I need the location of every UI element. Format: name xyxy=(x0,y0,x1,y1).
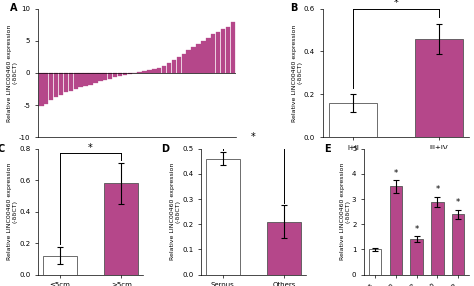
Y-axis label: Relative LINC00460 expression
(-δδCT): Relative LINC00460 expression (-δδCT) xyxy=(7,163,18,260)
Bar xyxy=(226,27,230,73)
Text: *: * xyxy=(394,169,398,178)
Bar xyxy=(83,73,88,86)
Bar xyxy=(162,67,166,73)
Bar xyxy=(157,68,162,73)
Bar xyxy=(44,73,48,104)
Bar xyxy=(172,60,176,73)
Bar xyxy=(167,63,171,73)
Y-axis label: Relative LINC00460 expression
(-δδCT): Relative LINC00460 expression (-δδCT) xyxy=(340,163,351,260)
Bar xyxy=(88,73,93,85)
Text: *: * xyxy=(393,0,398,7)
Bar xyxy=(369,249,381,275)
Text: B: B xyxy=(291,3,298,13)
Bar xyxy=(59,73,63,96)
Text: *: * xyxy=(435,185,439,194)
Text: A: A xyxy=(10,3,18,13)
Bar xyxy=(78,73,83,87)
Bar xyxy=(98,73,102,81)
Bar xyxy=(206,159,240,275)
Bar xyxy=(221,29,225,73)
Bar xyxy=(206,37,210,73)
Y-axis label: Relative LINC00460 expression
(-δδCT): Relative LINC00460 expression (-δδCT) xyxy=(292,24,302,122)
Text: *: * xyxy=(415,225,419,234)
Bar xyxy=(216,32,220,73)
Bar xyxy=(128,73,132,74)
Text: *: * xyxy=(251,132,256,142)
Bar xyxy=(64,73,68,92)
Bar xyxy=(49,73,54,100)
Bar xyxy=(113,73,117,78)
Bar xyxy=(267,222,301,275)
Bar xyxy=(196,44,201,73)
Bar xyxy=(108,73,112,79)
Text: E: E xyxy=(324,144,331,154)
Bar xyxy=(410,239,423,275)
Bar xyxy=(104,183,138,275)
Bar xyxy=(43,256,77,275)
Bar xyxy=(211,34,216,73)
Y-axis label: Relative LINC00460 expression
(-δδCT): Relative LINC00460 expression (-δδCT) xyxy=(170,163,181,260)
Bar xyxy=(231,22,235,73)
Bar xyxy=(142,71,147,73)
Bar xyxy=(147,70,152,73)
Bar xyxy=(69,73,73,91)
Bar xyxy=(452,214,465,275)
Text: *: * xyxy=(88,143,93,153)
Bar xyxy=(177,57,181,73)
Bar xyxy=(123,73,127,75)
Bar xyxy=(152,69,156,73)
Bar xyxy=(39,73,44,106)
Bar xyxy=(415,39,463,137)
Text: D: D xyxy=(161,144,169,154)
Bar xyxy=(390,186,402,275)
Bar xyxy=(103,73,108,80)
Bar xyxy=(118,73,122,76)
Bar xyxy=(329,103,376,137)
Text: *: * xyxy=(456,198,460,207)
Text: C: C xyxy=(0,144,5,154)
Bar xyxy=(182,54,186,73)
Bar xyxy=(431,202,444,275)
Bar xyxy=(191,47,196,73)
Bar xyxy=(201,41,206,73)
Bar xyxy=(186,50,191,73)
Y-axis label: Relative LINC00460 expression
(-δδCT): Relative LINC00460 expression (-δδCT) xyxy=(7,24,18,122)
Bar xyxy=(54,73,58,97)
Bar xyxy=(137,72,142,73)
Bar xyxy=(93,73,98,83)
Bar xyxy=(73,73,78,89)
